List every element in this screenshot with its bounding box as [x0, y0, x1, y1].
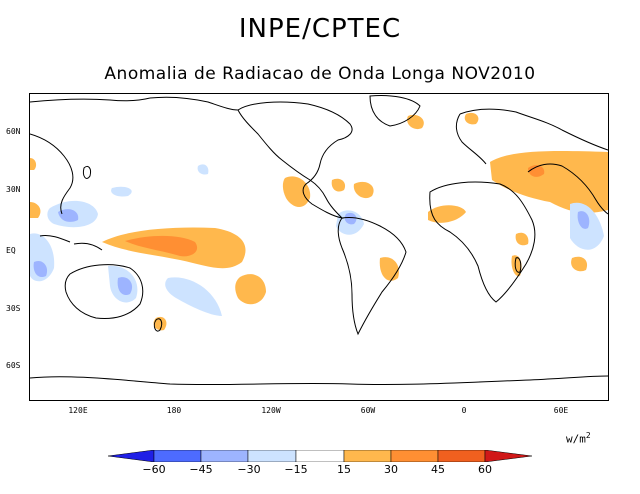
atlantic-positive-2	[353, 181, 374, 199]
color-bar-swatch-8	[484, 450, 532, 462]
color-bar-label-60: 60	[478, 463, 492, 476]
greenland-outline	[369, 95, 421, 127]
indian-ocean-positive	[571, 256, 588, 272]
pacific-positive-core	[125, 235, 198, 257]
lon-label-60e: 60E	[553, 406, 569, 415]
east-asia-outline	[30, 133, 74, 215]
south-america-outline	[337, 217, 407, 336]
unit-text: w/m	[566, 432, 586, 446]
north-atlantic-positive	[407, 114, 424, 130]
atlantic-positive-1	[331, 178, 346, 192]
anomaly-map	[30, 95, 608, 386]
mexico-positive	[282, 176, 311, 208]
lat-label-60n: 60N	[6, 127, 21, 136]
lon-label-180: 180	[166, 406, 182, 415]
color-bar-label-15: 15	[337, 463, 351, 476]
sw-pacific-positive	[153, 316, 167, 331]
indonesia-outline	[39, 235, 103, 251]
color-bar-label-neg60: −60	[142, 463, 166, 476]
south-pacific-positive	[235, 274, 266, 305]
arabia-positive-core	[528, 165, 545, 177]
east-africa-positive	[515, 232, 529, 246]
europe-outline	[455, 108, 608, 165]
lat-label-eq: EQ	[6, 246, 16, 255]
asia-outline	[527, 163, 608, 215]
map-subtitle: Anomalia de Radiacao de Onda Longa NOV20…	[104, 64, 536, 84]
color-bar-label-45: 45	[431, 463, 445, 476]
unit-exponent: 2	[585, 431, 591, 440]
map-frame	[29, 93, 609, 401]
positive-anomalies	[30, 112, 608, 331]
north-pacific-negative-1	[197, 164, 209, 175]
color-bar-label-neg30: −30	[237, 463, 261, 476]
color-bar-swatch-1	[153, 450, 202, 462]
color-bar-label-neg45: −45	[189, 463, 213, 476]
indonesia-negative-core	[33, 260, 48, 278]
unit-label: w/m2	[566, 431, 591, 446]
west-edge-positive-2	[30, 158, 37, 170]
south-pacific-negative	[165, 277, 222, 316]
color-bar-swatch-6	[390, 450, 439, 462]
negative-anomalies	[30, 164, 604, 316]
lat-label-30n: 30N	[6, 185, 21, 194]
color-bar-swatch-0	[108, 450, 155, 462]
lon-label-60w: 60W	[360, 406, 376, 415]
caribbean-negative-core	[344, 212, 357, 225]
lon-label-120w: 120W	[261, 406, 281, 415]
color-bar-label-neg15: −15	[284, 463, 308, 476]
lat-label-30s: 30S	[6, 304, 21, 313]
madagascar-outline	[514, 257, 522, 273]
north-pacific-negative-2	[111, 186, 132, 197]
color-bar-swatch-2	[200, 450, 249, 462]
madagascar-positive	[511, 255, 522, 277]
indian-ocean-negative-core	[577, 211, 590, 229]
australia-negative-core	[117, 277, 133, 296]
page-title: INPE/CPTEC	[238, 14, 402, 44]
color-bar	[108, 450, 532, 462]
africa-west-positive	[428, 205, 466, 223]
color-bar-label-30: 30	[384, 463, 398, 476]
alaska-outline	[149, 96, 239, 111]
lon-label-0: 0	[461, 406, 467, 415]
lat-label-60s: 60S	[6, 361, 21, 370]
north-america-outline	[237, 101, 353, 219]
west-edge-positive	[30, 202, 41, 218]
color-bar-swatch-3	[247, 450, 297, 462]
africa-outline	[429, 181, 536, 303]
siberia-outline	[30, 97, 151, 103]
brazil-positive	[379, 257, 399, 281]
arabia-positive	[490, 151, 608, 213]
color-bar-swatch-4	[295, 450, 345, 462]
europe-positive	[464, 112, 479, 125]
antarctica-outline	[30, 375, 608, 386]
new-zealand-outline	[153, 318, 163, 332]
color-bar-swatch-7	[437, 450, 486, 462]
color-bar-swatch-5	[343, 450, 392, 462]
australia-outline	[64, 264, 144, 319]
lon-label-120e: 120E	[68, 406, 88, 415]
coastlines	[30, 95, 608, 386]
japan-outline	[83, 165, 91, 179]
philippines-negative-core	[58, 209, 79, 222]
